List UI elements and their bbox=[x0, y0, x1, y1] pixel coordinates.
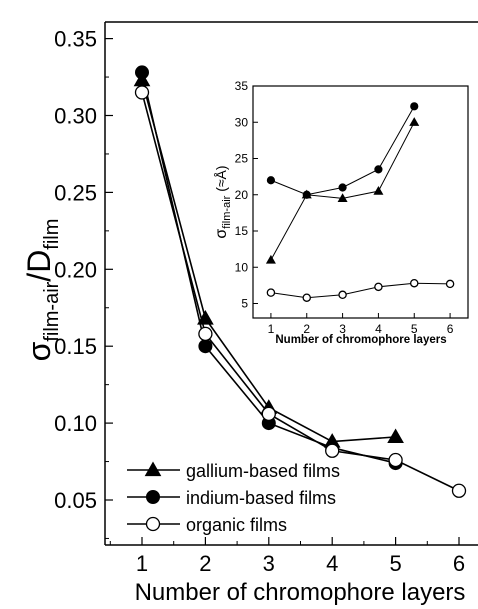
x-axis-title: Number of chromophore layers bbox=[135, 579, 466, 606]
y-title-sigma: σ bbox=[21, 341, 57, 361]
data-point-open-circle bbox=[134, 85, 150, 100]
inset-y-tick-label: 10 bbox=[235, 260, 249, 274]
main-plot: 0.050.100.150.200.250.300.351 2 3 4 5 6Number… bbox=[21, 21, 478, 606]
inset-y-title-sigma: σ bbox=[213, 229, 230, 239]
y-axis-title: σfilm-air/Dfilm bbox=[21, 219, 63, 362]
inset-data-point-open-circle bbox=[302, 293, 311, 302]
inset-data-point-filled-circle bbox=[410, 102, 419, 111]
legend-marker-filled-circle bbox=[146, 490, 160, 504]
inset-data-point-filled-circle bbox=[338, 183, 347, 192]
y-tick-label: 0.05 bbox=[54, 488, 97, 513]
inset-y-tick-label: 20 bbox=[235, 188, 249, 202]
inset-x-tick-label: 6 bbox=[447, 322, 454, 336]
data-point-filled-circle bbox=[198, 339, 213, 354]
inset-y-title-sub: film-air bbox=[221, 195, 233, 228]
data-point-open-circle bbox=[388, 452, 403, 468]
inset-y-axis-title: σfilm-air (≈Å) bbox=[213, 165, 233, 238]
inset-x-tick-label: 3 bbox=[339, 322, 346, 336]
inset-data-point-open-circle bbox=[338, 290, 347, 300]
x-tick-label: 4 bbox=[326, 551, 338, 576]
inset-y-tick-label: 25 bbox=[235, 152, 249, 166]
inset-y-tick-label: 15 bbox=[235, 224, 249, 238]
y-tick-label: 0.35 bbox=[54, 27, 97, 52]
data-point-triangle bbox=[387, 428, 404, 444]
inset-data-point-filled-circle bbox=[266, 176, 276, 185]
inset-data-point-triangle bbox=[373, 185, 384, 195]
legend-label: organic films bbox=[186, 515, 287, 535]
y-tick-label: 0.30 bbox=[54, 104, 97, 129]
inset-x-tick-label: 4 bbox=[375, 322, 382, 336]
inset-y-tick-label: 35 bbox=[235, 79, 249, 93]
inset-data-point-filled-circle bbox=[302, 190, 311, 199]
x-tick-label: 1 bbox=[136, 551, 148, 576]
data-point-open-circle bbox=[451, 483, 467, 498]
inset-x-axis-title: Number of chromophore layers bbox=[275, 334, 446, 346]
inset-data-point-open-circle bbox=[266, 288, 276, 297]
inset-x-tick-label: 2 bbox=[303, 322, 310, 336]
inset-data-point-triangle bbox=[337, 193, 348, 202]
y-tick-label: 0.20 bbox=[54, 257, 97, 282]
legend-marker-open-circle bbox=[145, 516, 161, 532]
data-point-filled-circle bbox=[135, 65, 149, 80]
x-tick-label: 3 bbox=[263, 551, 275, 576]
y-tick-label: 0.15 bbox=[54, 334, 97, 359]
legend-marker-triangle bbox=[144, 461, 162, 477]
inset-data-point-open-circle bbox=[445, 279, 455, 289]
series-line-open-circle bbox=[141, 92, 460, 492]
data-point-triangle bbox=[197, 310, 214, 325]
inset-y-title-unit: (≈Å) bbox=[213, 165, 229, 195]
inset-data-point-filled-circle bbox=[374, 165, 383, 174]
data-point-open-circle bbox=[325, 443, 340, 458]
y-title-mid: /D bbox=[21, 250, 57, 282]
legend-label: gallium-based films bbox=[186, 461, 340, 481]
y-title-sub2: film bbox=[41, 219, 63, 250]
inset-data-point-triangle bbox=[265, 254, 276, 264]
inset-y-tick-label: 5 bbox=[241, 297, 248, 311]
inset-data-point-open-circle bbox=[409, 278, 419, 288]
data-point-open-circle bbox=[261, 406, 276, 422]
x-tick-label: 2 bbox=[199, 551, 211, 576]
y-tick-label: 0.25 bbox=[54, 180, 97, 205]
data-point-open-circle bbox=[198, 326, 213, 342]
y-title-sub1: film-air bbox=[41, 281, 63, 341]
inset-series-line-filled-circle bbox=[270, 106, 415, 196]
inset-data-point-triangle bbox=[409, 117, 420, 126]
inset-frame bbox=[252, 85, 469, 319]
legend-label: indium-based films bbox=[186, 488, 336, 508]
inset-data-point-open-circle bbox=[374, 282, 383, 292]
inset-y-tick-label: 30 bbox=[235, 115, 249, 129]
x-tick-label: 5 bbox=[389, 551, 401, 576]
x-tick-label: 6 bbox=[453, 551, 465, 576]
y-tick-label: 0.10 bbox=[54, 411, 97, 436]
inset-x-tick-label: 1 bbox=[268, 322, 275, 336]
inset-x-tick-label: 5 bbox=[411, 322, 418, 336]
inset-series-line-open-circle bbox=[270, 282, 451, 299]
